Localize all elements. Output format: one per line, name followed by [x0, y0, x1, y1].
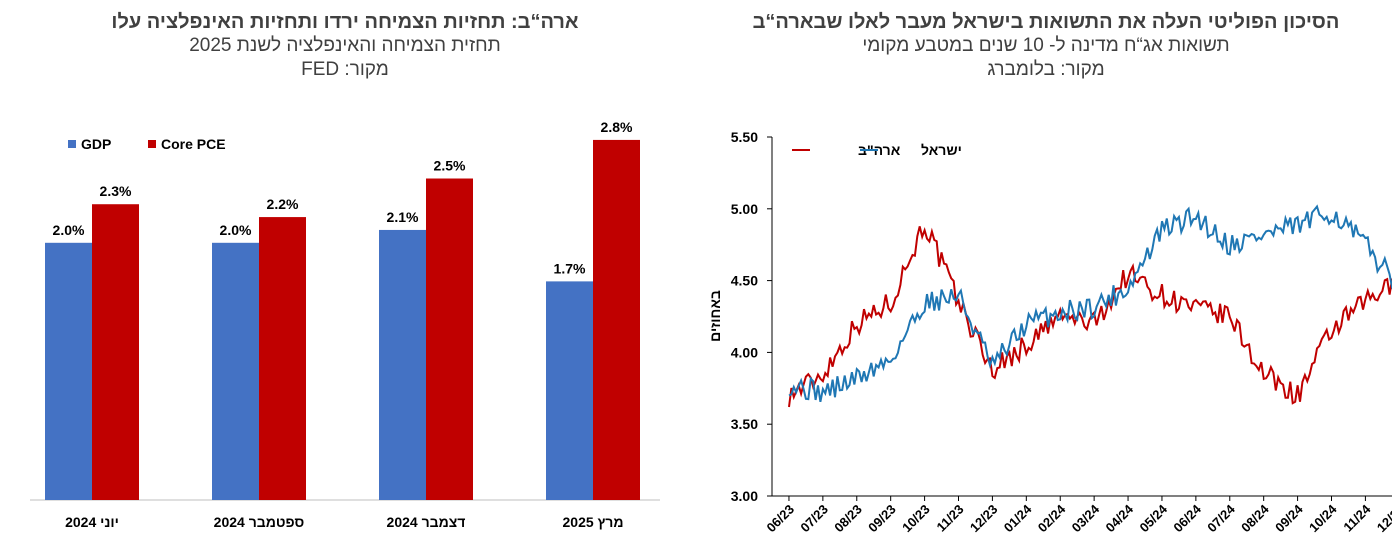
bar-gdp	[546, 281, 593, 500]
x-tick-label: 12/24	[1374, 501, 1392, 535]
x-tick-label: 04/24	[1103, 501, 1137, 535]
legend: ארה"ב ישראל	[792, 142, 962, 158]
x-tick-label: 12/23	[967, 502, 1001, 536]
x-tick-label: 06/23	[763, 502, 797, 536]
category-label: ספטמבר 2024	[214, 514, 305, 530]
x-tick-label: 10/24	[1306, 501, 1340, 535]
legend-label: GDP	[81, 136, 111, 152]
x-tick-label: 08/24	[1238, 501, 1272, 535]
bar-core-pce	[92, 204, 139, 500]
legend-swatch	[148, 140, 156, 148]
y-axis-label: באחוזים	[707, 290, 723, 342]
category-label: יוני 2024	[65, 514, 119, 530]
x-tick-label: 07/24	[1204, 501, 1238, 535]
data-label: 2.0%	[220, 222, 252, 238]
forecast-chart-title: ארה“ב: תחזיות הצמיחה ירדו ותחזיות האינפל…	[111, 11, 579, 33]
data-label: 2.8%	[601, 119, 633, 135]
x-tick-label: 09/23	[865, 502, 899, 536]
legend-label-israel: ישראל	[921, 142, 962, 158]
category-label: דצמבר 2024	[387, 514, 466, 530]
yield-chart-source: מקור: בלומברג	[987, 59, 1105, 80]
bar-core-pce	[426, 178, 473, 500]
series-line-usa	[788, 226, 1392, 408]
legend-swatch	[68, 140, 76, 148]
forecast-chart-panel: ארה“ב: תחזיות הצמיחה ירדו ותחזיות האינפל…	[0, 0, 690, 558]
series-line-israel	[788, 204, 1392, 402]
data-label: 1.7%	[554, 260, 586, 276]
x-tick-label: 02/24	[1035, 501, 1069, 535]
x-tick-label: 11/23	[934, 502, 967, 535]
y-tick-label: 4.00	[731, 344, 758, 360]
x-tick-label: 07/23	[797, 502, 831, 536]
x-tick-label: 08/23	[831, 502, 865, 536]
forecast-bar-chart: GDP Core PCE 2.0% 2.3% יוני 2024 2.0% 2.2% ספטמ…	[30, 119, 660, 530]
x-tick-label: 06/24	[1170, 501, 1204, 535]
y-tick-label: 3.50	[731, 416, 758, 432]
y-tick-label: 5.00	[731, 201, 758, 217]
bar-gdp	[212, 242, 259, 501]
data-label: 2.3%	[100, 183, 132, 199]
category-label: מרץ 2025	[563, 514, 624, 530]
data-label: 2.0%	[53, 222, 85, 238]
yield-chart-title-block: הסיכון הפוליטי העלה את התשואות בישראל מע…	[700, 10, 1392, 82]
bar-gdp	[45, 242, 92, 501]
x-tick-label: 05/24	[1136, 501, 1170, 535]
x-tick-label: 03/24	[1069, 501, 1103, 535]
yield-chart-subtitle: תשואות אג“ח מדינה ל- 10 שנים במטבע מקומי	[862, 35, 1230, 56]
y-tick-label: 5.50	[731, 129, 758, 145]
forecast-chart-source: מקור: FED	[301, 59, 389, 80]
x-tick-label: 09/24	[1272, 501, 1306, 535]
legend-label-usa: ארה"ב	[858, 142, 901, 158]
yield-chart-panel: הסיכון הפוליטי העלה את התשואות בישראל מע…	[700, 0, 1392, 558]
bar-core-pce	[259, 217, 306, 500]
yield-chart-title: הסיכון הפוליטי העלה את התשואות בישראל מע…	[752, 11, 1340, 33]
data-label: 2.1%	[387, 209, 419, 225]
x-tick-label: 10/23	[899, 502, 933, 536]
bar-gdp	[379, 229, 426, 500]
x-tick-label: 11/24	[1340, 501, 1374, 535]
legend-label: Core PCE	[161, 136, 226, 152]
data-label: 2.2%	[267, 196, 299, 212]
forecast-chart-title-block: ארה“ב: תחזיות הצמיחה ירדו ותחזיות האינפל…	[0, 10, 690, 82]
forecast-chart-subtitle: תחזית הצמיחה והאינפלציה לשנת 2025	[189, 35, 501, 56]
data-label: 2.5%	[434, 158, 466, 174]
y-tick-label: 3.00	[731, 488, 758, 504]
bar-core-pce	[593, 139, 640, 501]
x-tick-label: 01/24	[1001, 501, 1035, 535]
legend: GDP Core PCE	[68, 136, 226, 152]
y-tick-label: 4.50	[731, 273, 758, 289]
